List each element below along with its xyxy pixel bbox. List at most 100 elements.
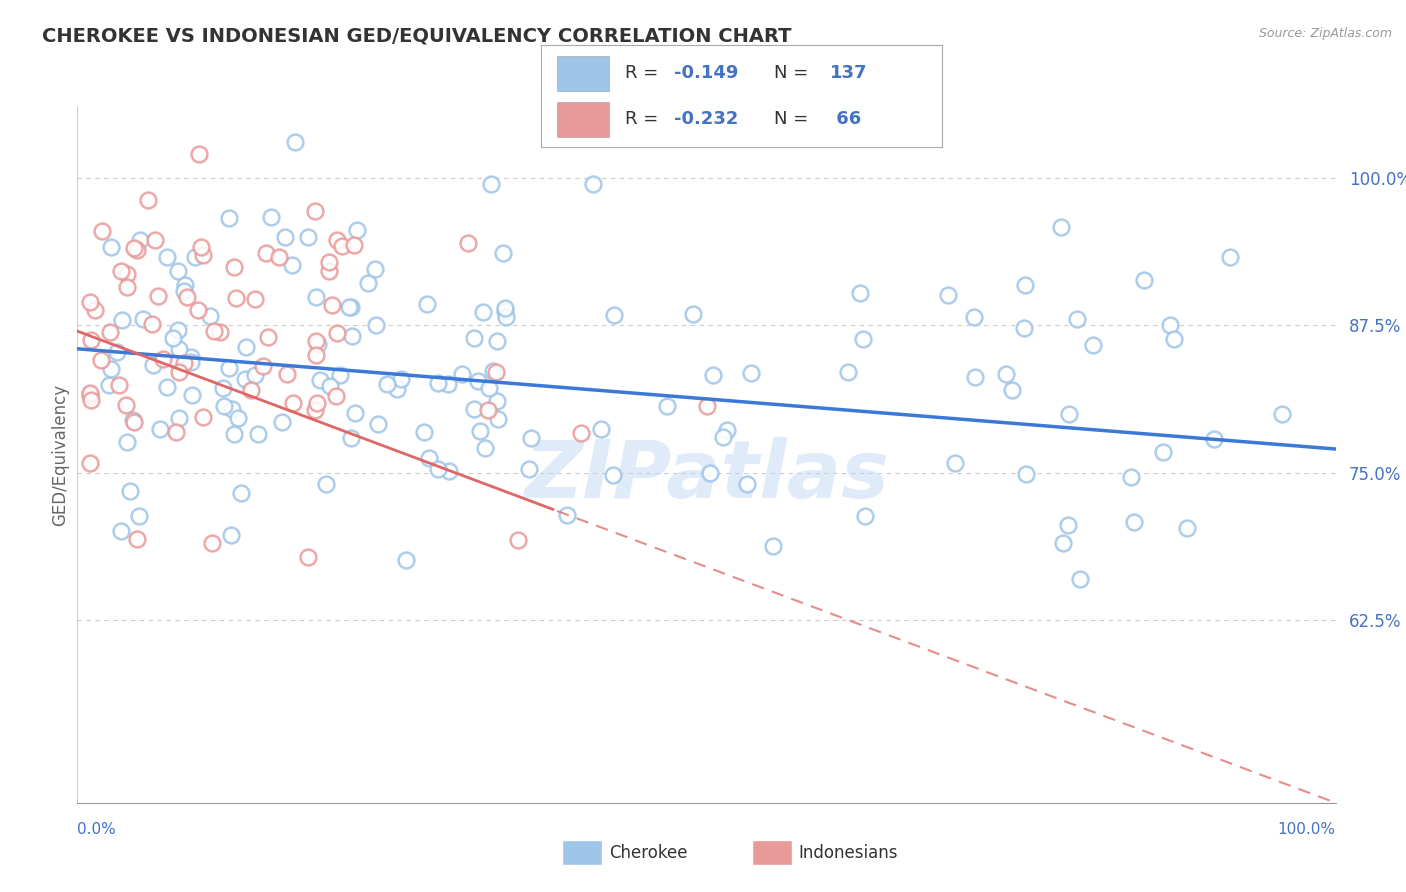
Point [485, 394, 508, 409]
Point [304, 403, 326, 417]
Point [427, 461, 450, 475]
Point [716, 423, 738, 437]
Point [270, 415, 292, 429]
Point [367, 417, 389, 432]
Point [492, 246, 515, 260]
Point [226, 411, 249, 425]
Point [190, 240, 212, 254]
Point [235, 372, 257, 386]
Point [305, 334, 328, 348]
Point [477, 403, 499, 417]
Point [247, 427, 270, 442]
Point [201, 536, 224, 550]
Point [463, 331, 485, 345]
Text: -0.149: -0.149 [673, 64, 738, 82]
Point [943, 456, 966, 470]
FancyBboxPatch shape [557, 102, 609, 137]
Point [136, 194, 159, 208]
Point [936, 288, 959, 302]
Point [485, 365, 508, 379]
Point [125, 532, 148, 546]
Point [1159, 318, 1181, 332]
Point [591, 422, 613, 436]
Point [218, 360, 240, 375]
Point [156, 250, 179, 264]
Point [326, 326, 349, 341]
Y-axis label: GED/Equivalency: GED/Equivalency [51, 384, 69, 526]
Point [100, 362, 122, 376]
Point [762, 540, 785, 554]
Point [389, 372, 412, 386]
Point [80, 333, 103, 347]
Point [346, 223, 368, 237]
Point [655, 399, 678, 413]
Point [340, 328, 363, 343]
Point [1057, 407, 1080, 421]
Point [284, 136, 307, 150]
Text: R =: R = [626, 111, 665, 128]
Point [413, 425, 436, 440]
Point [305, 290, 328, 304]
Point [1123, 515, 1146, 529]
Point [318, 255, 340, 269]
Point [963, 310, 986, 324]
Point [494, 301, 516, 316]
Point [143, 233, 166, 247]
Point [481, 364, 503, 378]
Point [1219, 250, 1241, 264]
Point [162, 331, 184, 345]
Point [180, 350, 202, 364]
Point [1271, 408, 1294, 422]
Point [100, 325, 122, 339]
Point [467, 374, 489, 388]
Point [79, 294, 101, 309]
Point [495, 310, 517, 325]
Point [463, 402, 485, 417]
Point [122, 415, 145, 429]
Point [1012, 320, 1035, 334]
Point [167, 323, 190, 337]
Point [110, 524, 132, 538]
Point [173, 356, 195, 370]
Point [1133, 273, 1156, 287]
Point [209, 325, 232, 339]
Point [165, 425, 187, 440]
Text: N =: N = [773, 64, 814, 82]
Point [193, 248, 215, 262]
Point [304, 203, 326, 218]
Point [1014, 277, 1036, 292]
Point [602, 468, 624, 483]
Point [260, 210, 283, 224]
Point [202, 324, 225, 338]
Point [1001, 383, 1024, 397]
Point [79, 456, 101, 470]
Point [364, 262, 387, 277]
Point [256, 330, 278, 344]
Point [963, 369, 986, 384]
Point [711, 430, 734, 444]
Point [142, 358, 165, 372]
Text: N =: N = [773, 111, 814, 128]
FancyBboxPatch shape [557, 56, 609, 91]
Point [555, 508, 578, 523]
Point [699, 466, 721, 480]
Point [308, 336, 330, 351]
Point [122, 241, 145, 255]
Point [198, 309, 221, 323]
Point [221, 401, 243, 416]
Point [283, 396, 305, 410]
Point [180, 355, 202, 369]
Point [111, 312, 134, 326]
Point [152, 352, 174, 367]
Point [174, 277, 197, 292]
Point [1052, 536, 1074, 550]
Text: Source: ZipAtlas.com: Source: ZipAtlas.com [1258, 27, 1392, 40]
Point [340, 301, 363, 315]
Point [90, 353, 112, 368]
Point [375, 377, 398, 392]
Point [696, 399, 718, 413]
Point [100, 240, 122, 254]
Point [235, 340, 257, 354]
Point [837, 365, 859, 379]
Point [740, 366, 762, 380]
